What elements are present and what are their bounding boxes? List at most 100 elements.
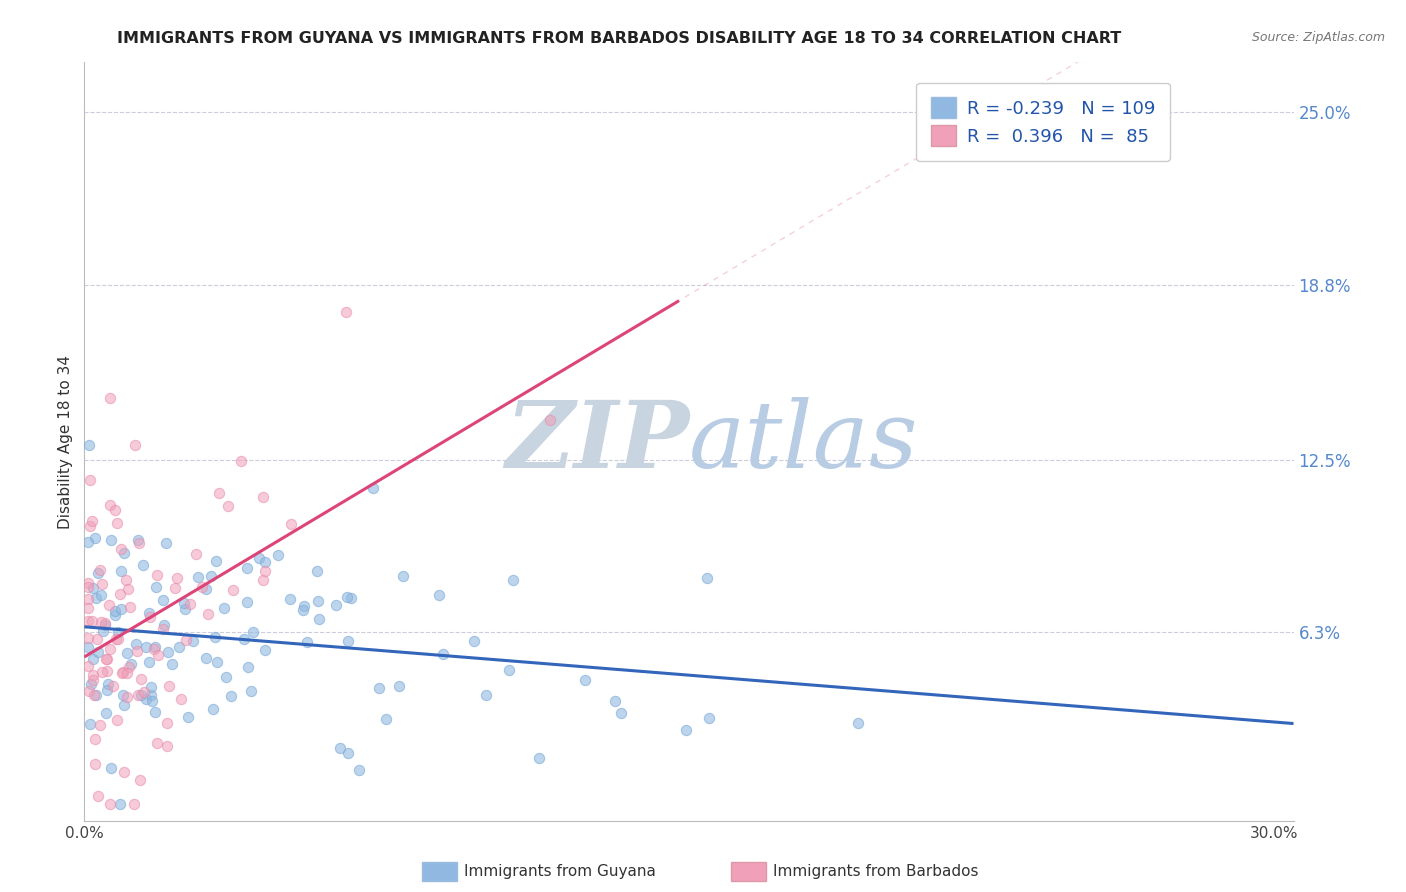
Point — [603, 694, 626, 708]
Point — [252, 573, 274, 587]
Point — [699, 711, 721, 725]
Y-axis label: Disability Age 18 to 34: Disability Age 18 to 34 — [58, 354, 73, 529]
Point — [80, 614, 103, 628]
Point — [295, 635, 318, 649]
Point — [339, 591, 361, 605]
Point — [100, 761, 122, 775]
Point — [152, 622, 174, 636]
Point — [139, 609, 162, 624]
Point — [388, 679, 411, 693]
Point — [610, 706, 633, 721]
Point — [98, 641, 121, 656]
Point — [96, 652, 118, 666]
Point — [135, 640, 157, 654]
Point — [146, 568, 169, 582]
Point — [138, 656, 160, 670]
Point — [139, 688, 162, 702]
Point — [252, 490, 274, 504]
Point — [104, 607, 127, 622]
Point — [77, 658, 100, 673]
Point — [502, 573, 524, 587]
Point — [205, 655, 228, 669]
Point — [79, 519, 101, 533]
Point — [82, 668, 104, 682]
Point — [77, 614, 100, 628]
Point — [374, 712, 396, 726]
Point — [100, 533, 122, 547]
Point — [96, 682, 118, 697]
Point — [115, 574, 138, 588]
Point — [77, 601, 100, 615]
Point — [115, 646, 138, 660]
Point — [205, 554, 228, 568]
Point — [138, 606, 160, 620]
Point — [117, 582, 139, 596]
Point — [108, 587, 131, 601]
Point — [82, 581, 104, 595]
Point — [254, 564, 277, 578]
Point — [91, 665, 114, 679]
Point — [84, 531, 107, 545]
Point — [221, 690, 243, 704]
Point — [143, 706, 166, 720]
Point — [181, 634, 204, 648]
Point — [143, 640, 166, 654]
Point — [170, 691, 193, 706]
Point — [117, 665, 139, 680]
Point — [368, 681, 391, 695]
Point — [96, 652, 118, 666]
Point — [432, 647, 454, 661]
Point — [105, 632, 128, 646]
Point — [280, 517, 302, 532]
Point — [107, 625, 129, 640]
Point — [166, 571, 188, 585]
Point — [328, 740, 350, 755]
Point — [129, 672, 152, 686]
Point — [91, 624, 114, 639]
Point — [110, 564, 132, 578]
Point — [118, 660, 141, 674]
Point — [157, 679, 180, 693]
Point — [110, 602, 132, 616]
Point — [83, 688, 105, 702]
Point — [186, 547, 208, 561]
Point — [77, 438, 100, 452]
Legend: R = -0.239   N = 109, R =  0.396   N =  85: R = -0.239 N = 109, R = 0.396 N = 85 — [917, 83, 1170, 161]
Point — [96, 706, 118, 721]
Point — [540, 413, 562, 427]
Point — [336, 590, 359, 604]
Point — [77, 534, 100, 549]
Point — [191, 580, 214, 594]
Point — [574, 673, 596, 687]
Point — [155, 739, 177, 753]
Point — [104, 503, 127, 517]
Point — [160, 657, 183, 672]
Point — [129, 688, 152, 702]
Point — [98, 498, 121, 512]
Point — [212, 601, 235, 615]
Point — [236, 561, 259, 575]
Point — [292, 599, 315, 614]
Point — [112, 546, 135, 560]
Point — [104, 604, 127, 618]
Point — [145, 736, 167, 750]
Point — [86, 632, 108, 647]
Point — [254, 555, 277, 569]
Point — [202, 702, 225, 716]
Point — [127, 533, 149, 547]
Point — [187, 570, 209, 584]
Point — [124, 636, 146, 650]
Point — [675, 723, 697, 737]
Point — [87, 645, 110, 659]
Point — [141, 694, 163, 708]
Text: IMMIGRANTS FROM GUYANA VS IMMIGRANTS FROM BARBADOS DISABILITY AGE 18 TO 34 CORRE: IMMIGRANTS FROM GUYANA VS IMMIGRANTS FRO… — [117, 31, 1121, 46]
Point — [233, 632, 256, 646]
Point — [107, 632, 129, 646]
Point — [145, 580, 167, 594]
Point — [87, 789, 110, 803]
Point — [194, 650, 217, 665]
Point — [195, 582, 218, 597]
Point — [112, 665, 135, 679]
Point — [77, 684, 100, 698]
Point — [176, 632, 198, 647]
